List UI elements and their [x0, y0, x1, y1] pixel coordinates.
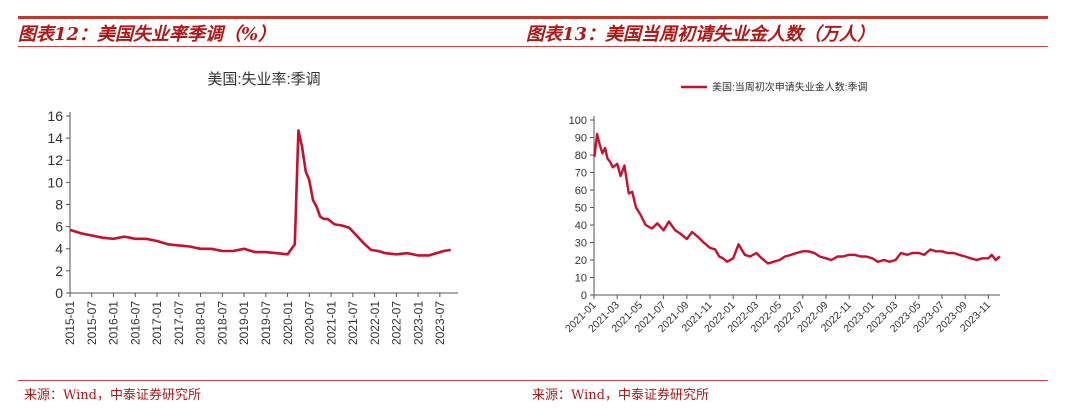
- y-tick-label: 90: [575, 132, 587, 144]
- bottom-rule: [18, 380, 540, 381]
- x-tick-label: 2018-07: [215, 301, 229, 345]
- x-tick-label: 2016-07: [128, 301, 142, 345]
- y-tick-label: 70: [575, 167, 587, 179]
- y-tick-label: 80: [575, 150, 587, 162]
- y-tick-label: 50: [575, 202, 587, 214]
- figure-title: 图表13：美国当周初请失业金人数（万人）: [526, 24, 876, 45]
- x-tick-label: 2018-01: [194, 301, 208, 345]
- x-tick-label: 2020-01: [281, 301, 295, 345]
- y-tick-label: 6: [55, 219, 63, 235]
- y-tick-label: 2: [55, 263, 63, 279]
- unemployment-chart: 美国:失业率:季调 0 2 4 6 8 10 12 14 16 2015-01 2015-07 2016…: [47, 71, 458, 345]
- source-note: 来源：Wind，中泰证券研究所: [24, 388, 201, 403]
- y-tick-label: 20: [575, 255, 587, 267]
- x-tick-label: 2015-01: [63, 301, 77, 345]
- x-tick-label: 2019-07: [259, 301, 273, 345]
- top-accent-bar: [18, 16, 540, 19]
- left-chart-panel: 图表12：美国失业率季调（%） 美国:失业率:季调 0 2 4 6 8 10 12 14 16 20…: [18, 0, 540, 408]
- y-tick-label: 16: [47, 108, 63, 124]
- series-line: [69, 129, 451, 257]
- x-tick-label: 2016-01: [107, 301, 121, 345]
- x-tick-label: 2023-07: [433, 301, 447, 345]
- series-line: [593, 132, 1001, 265]
- x-tick-label: 2023-01: [411, 301, 425, 345]
- y-tick-label: 4: [55, 241, 63, 257]
- bottom-rule: [526, 380, 1048, 381]
- top-accent-bar: [526, 16, 1048, 19]
- source-note: 来源：Wind，中泰证券研究所: [532, 388, 709, 403]
- jobless-claims-chart: 01020304050607080901002021-012021-032021…: [563, 81, 1001, 335]
- y-tick-label: 8: [55, 196, 63, 212]
- y-tick-label: 10: [575, 272, 587, 284]
- x-tick-label: 2015-07: [85, 301, 99, 345]
- y-tick-label: 0: [55, 285, 63, 301]
- x-tick-label: 2017-07: [172, 301, 186, 345]
- y-tick-label: 30: [575, 237, 587, 249]
- x-tick-label: 2022-07: [390, 301, 404, 345]
- y-tick-label: 12: [47, 152, 63, 168]
- chart-title: 美国:失业率:季调: [207, 71, 320, 88]
- y-tick-label: 100: [569, 115, 587, 127]
- title-rule: [18, 46, 540, 47]
- legend-label: 美国:当周初次申请失业金人数:季调: [712, 81, 868, 94]
- y-tick-label: 0: [581, 290, 587, 302]
- x-tick-label: 2021-01: [324, 301, 338, 345]
- title-rule: [526, 46, 1048, 47]
- y-tick-label: 40: [575, 220, 587, 232]
- figure-title: 图表12：美国失业率季调（%）: [18, 24, 277, 45]
- y-tick-label: 60: [575, 185, 587, 197]
- x-tick-label: 2019-01: [237, 301, 251, 345]
- x-tick-label: 2017-01: [150, 301, 164, 345]
- right-chart-panel: 图表13：美国当周初请失业金人数（万人） 0 10 20 30 40 50 60 70 80 90…: [526, 0, 1048, 408]
- y-tick-label: 14: [47, 130, 63, 146]
- x-tick-label: 2021-07: [346, 301, 360, 345]
- x-tick-label: 2022-01: [368, 301, 382, 345]
- y-tick-label: 10: [47, 174, 63, 190]
- x-tick-label: 2020-07: [303, 301, 317, 345]
